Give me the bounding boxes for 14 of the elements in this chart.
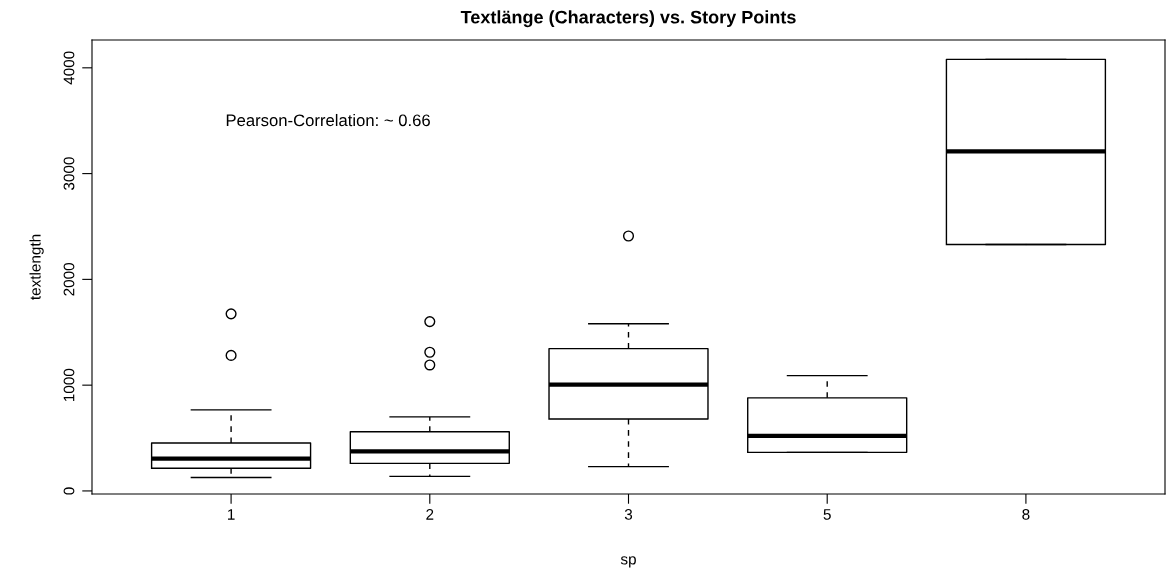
y-tick-label: 2000 — [63, 262, 75, 296]
x-tick-label: 2 — [426, 508, 434, 520]
y-axis-title: textlength — [29, 234, 44, 300]
y-tick-label: 4000 — [63, 51, 75, 85]
x-tick-label: 3 — [624, 508, 633, 520]
x-tick-label: 5 — [823, 509, 831, 520]
x-axis-title: sp — [620, 556, 636, 568]
x-tick-label: 8 — [1022, 508, 1030, 520]
chart-title: Textlänge (Characters) vs. Story Points — [460, 10, 796, 28]
x-tick-label: 1 — [228, 509, 235, 520]
y-tick-label: 0 — [63, 487, 75, 495]
y-tick-label: 1000 — [63, 368, 75, 401]
y-tick-label: 3000 — [63, 157, 75, 191]
annotation: Pearson-Correlation: ~ 0.66 — [226, 113, 430, 127]
